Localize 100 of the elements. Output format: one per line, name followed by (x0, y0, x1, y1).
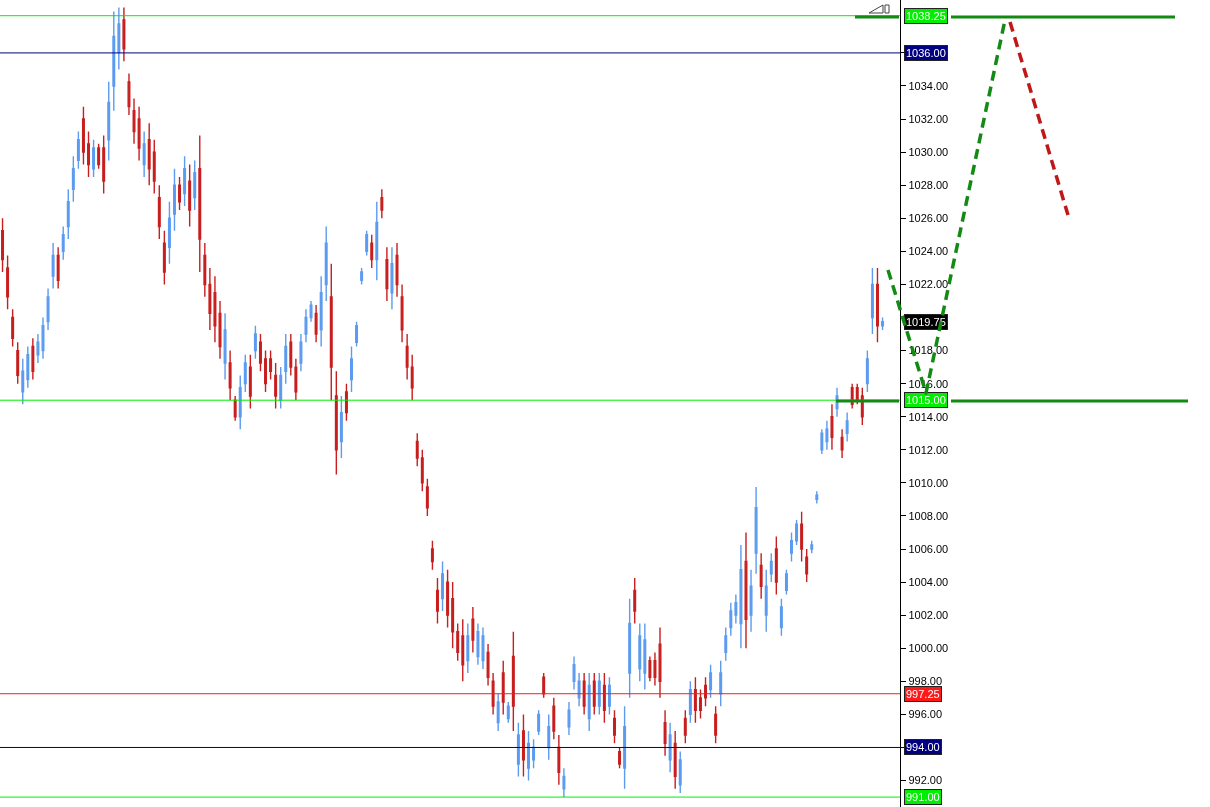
candlestick (56, 246, 60, 290)
candlestick (279, 366, 283, 410)
candlestick (76, 130, 80, 170)
candlestick (547, 713, 551, 761)
candlestick (810, 540, 814, 554)
candlestick (663, 709, 667, 757)
candlestick (107, 81, 111, 162)
candlestick (779, 597, 783, 637)
candlestick (390, 246, 394, 310)
candlestick (284, 333, 288, 385)
candlestick (668, 721, 672, 773)
candlestick (638, 622, 642, 683)
candlestick (577, 672, 581, 707)
candlestick (511, 631, 515, 732)
candlestick (435, 577, 439, 625)
candlestick (188, 163, 192, 228)
candlestick (734, 593, 738, 625)
candlestick (304, 308, 308, 344)
candlestick (537, 709, 541, 736)
candlestick (521, 713, 525, 778)
candlestick (420, 449, 424, 492)
y-tick-label: 1032.00 (908, 112, 949, 125)
candlestick (795, 519, 799, 546)
candlestick (506, 701, 510, 724)
candlestick (137, 105, 141, 162)
candlestick (243, 354, 247, 393)
candlestick (825, 420, 829, 451)
candlestick (203, 242, 207, 298)
candlestick (820, 428, 824, 455)
candlestick (66, 188, 70, 240)
candlestick (612, 709, 616, 745)
candlestick (501, 659, 505, 716)
candlestick (81, 105, 85, 166)
candlestick (805, 548, 809, 583)
candlestick (132, 97, 136, 145)
candlestick (385, 246, 389, 302)
candlestick (653, 651, 657, 687)
candlestick (881, 316, 885, 331)
candlestick (344, 382, 348, 422)
y-tick-label: 1034.00 (908, 79, 949, 92)
candlestick (425, 478, 429, 517)
candlestick (516, 721, 520, 778)
y-tick-label: 992.00 (908, 774, 943, 787)
candlestick (299, 333, 303, 372)
candlestick (582, 672, 586, 716)
candlestick (830, 403, 834, 451)
candlestick (456, 622, 460, 662)
candlestick (46, 287, 50, 331)
candlestick (208, 267, 212, 331)
ref-line-label: 1015.00 (906, 394, 946, 406)
candlestick (471, 606, 475, 654)
y-tick-label: 1008.00 (908, 509, 949, 522)
y-tick-label: 1026.00 (908, 212, 949, 225)
candlestick (840, 428, 844, 459)
candlestick (567, 701, 571, 736)
candlestick (198, 134, 202, 273)
y-tick-label: 1022.00 (908, 278, 949, 291)
candlestick (289, 333, 293, 377)
candlestick (41, 316, 45, 360)
candlestick (400, 283, 404, 344)
candlestick (678, 750, 682, 794)
candlestick (415, 432, 419, 468)
candlestick (744, 531, 748, 649)
candlestick (61, 225, 65, 261)
candlestick (71, 155, 75, 203)
candlestick (26, 345, 30, 389)
candlestick (749, 569, 753, 633)
candlestick (380, 188, 384, 219)
candlestick (248, 354, 252, 410)
y-tick-label: 1030.00 (908, 145, 949, 158)
candlestick (6, 254, 10, 310)
candlestick (451, 581, 455, 649)
candlestick (21, 358, 25, 406)
candlestick (860, 387, 864, 426)
candlestick (178, 176, 182, 211)
candlestick (865, 349, 869, 393)
candlestick (446, 569, 450, 629)
candlestick (264, 349, 268, 393)
candlestick (350, 345, 353, 393)
candlestick (430, 540, 434, 571)
candlestick (269, 349, 273, 381)
candlestick (193, 159, 197, 211)
candlestick (875, 267, 879, 344)
candlestick (597, 672, 601, 716)
candlestick (759, 552, 763, 600)
candlestick (800, 511, 804, 563)
candlestick (102, 134, 106, 195)
candlestick (213, 275, 217, 344)
candlestick (253, 325, 257, 360)
ref-line-label: 994.00 (906, 741, 940, 753)
candlestick (815, 490, 819, 505)
candlestick (365, 229, 369, 257)
y-tick-label: 1004.00 (908, 575, 949, 588)
candlestick (693, 676, 697, 724)
candlestick (142, 130, 146, 178)
candlestick (618, 746, 622, 769)
candlestick (11, 308, 15, 348)
candlestick (122, 6, 126, 62)
candlestick (572, 655, 576, 691)
candlestick (51, 242, 55, 290)
